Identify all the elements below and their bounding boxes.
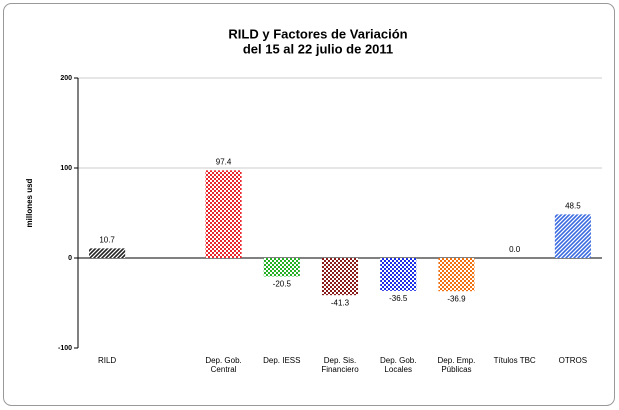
data-label: 0.0	[509, 245, 521, 254]
data-label: -36.9	[447, 294, 466, 303]
data-label: 10.7	[99, 235, 115, 244]
data-label: -36.5	[389, 294, 408, 303]
bar	[380, 258, 417, 291]
bar	[321, 258, 359, 296]
x-tick-label: Locales	[384, 365, 412, 374]
bar	[89, 248, 126, 258]
chart-title: RILD y Factores de Variación	[228, 26, 407, 41]
bar	[205, 170, 242, 258]
bar	[554, 214, 591, 258]
frame	[3, 3, 615, 406]
x-tick-label: OTROS	[559, 356, 587, 365]
x-tick-label: Dep. Gob.	[205, 356, 241, 365]
y-tick-label: 0	[68, 255, 72, 262]
x-tick-label: Públicas	[441, 365, 471, 374]
y-tick-label: 100	[60, 165, 72, 172]
data-label: 48.5	[565, 201, 581, 210]
y-tick-label: 200	[60, 75, 72, 82]
y-tick-label: -100	[58, 345, 72, 352]
x-tick-label: Dep. IESS	[263, 356, 300, 365]
x-tick-label: RILD	[98, 356, 116, 365]
data-label: -20.5	[273, 280, 292, 289]
x-tick-label: Financiero	[321, 365, 359, 374]
bar	[438, 258, 475, 292]
x-tick-label: Títulos TBC	[494, 356, 536, 365]
x-tick-label: Dep. Sis.	[324, 356, 356, 365]
chart-title: del 15 al 22 julio de 2011	[243, 41, 393, 56]
x-tick-label: Central	[211, 365, 237, 374]
y-axis-label: millones usd	[25, 178, 34, 227]
data-label: 97.4	[216, 157, 232, 166]
x-tick-label: Dep. Emp.	[438, 356, 476, 365]
data-label: -41.3	[331, 298, 350, 307]
bar	[263, 258, 300, 277]
x-tick-label: Dep. Gob.	[380, 356, 416, 365]
